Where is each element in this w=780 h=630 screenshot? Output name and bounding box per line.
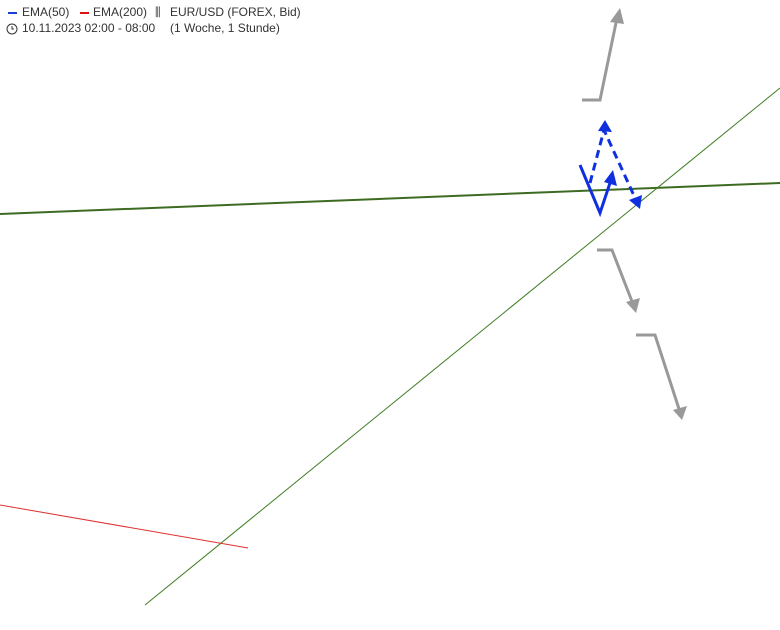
arrowhead [626,298,640,313]
legend-background [0,3,302,35]
arrowhead [604,170,617,186]
trendline [0,182,780,215]
legend-label: EMA(200) [93,5,147,19]
clock-hands [11,26,14,30]
arrow [597,248,635,305]
arrowhead [598,120,612,132]
trendline [144,87,780,606]
forecast-arrows [582,8,687,420]
arrowhead [629,195,642,209]
legend: EMA(50) EMA(200) ⫼ EUR/USD (FOREX, Bid) … [0,3,302,35]
trendline [0,504,249,549]
time-range: 10.11.2023 02:00 - 08:00 [22,21,156,35]
legend-label: EMA(50) [22,5,69,19]
symbol: EUR/USD (FOREX, Bid) [170,5,301,19]
arrowhead [673,406,687,420]
arrow [582,17,619,102]
candle-icon: ⫼ [155,5,161,19]
clock-icon [6,23,18,35]
interval: (1 Woche, 1 Stunde) [170,21,280,35]
scenario-arrows [578,120,642,218]
arrow [636,333,682,413]
arrowhead [610,8,624,24]
arrow [578,164,613,218]
